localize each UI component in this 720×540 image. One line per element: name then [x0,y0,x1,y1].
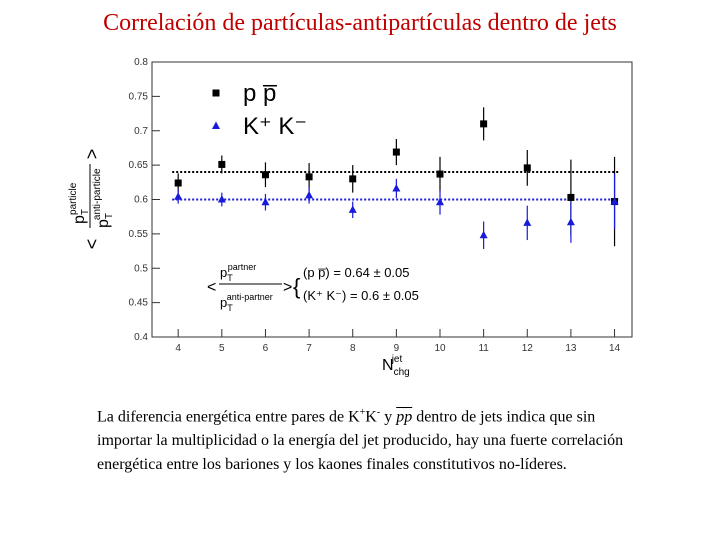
x-tick-label: 8 [350,343,356,354]
y-den-sup: anti-particle [92,168,103,220]
y-tick-label: 0.55 [129,229,149,240]
data-point [305,173,313,181]
data-point [217,195,226,203]
caption-sup: + [359,407,366,418]
y-label-num: pTparticle [68,182,91,224]
y-tick-label: 0.4 [134,332,148,343]
y-num-sub: T [80,209,91,215]
ann-line1: (p p̅) = 0.64 ± 0.05 [303,265,410,280]
x-label-sup: jet [391,354,403,365]
ann-brace: { [293,274,300,299]
y-label-den: pTanti-particle [92,168,115,228]
data-point [261,197,270,206]
y-tick-label: 0.75 [129,91,149,102]
ann-line2: (K⁺ K⁻) = 0.6 ± 0.05 [303,288,419,303]
y-num-p: p [71,215,88,224]
x-tick-label: 13 [565,343,577,354]
x-tick-label: 9 [394,343,400,354]
ann-num-sup: partner [228,262,257,272]
data-point [392,148,400,156]
data-point [174,179,182,187]
x-tick-label: 11 [478,343,489,354]
data-point [261,171,269,179]
ann-num: pTpartner [220,262,256,283]
data-point [349,175,357,183]
x-label-sub: chg [394,367,410,378]
y-label-close: > [82,149,102,160]
data-point [218,160,226,168]
data-point [523,164,531,172]
caption-text: y [380,408,397,426]
legend-label: K⁺ K⁻ [243,113,307,140]
data-point [523,218,532,226]
caption-text: dentro de jets indica que sin importar l… [97,408,624,474]
ann-den-p: p [220,295,227,310]
chart-title: Correlación de partículas-antipartículas… [103,10,617,36]
ann-open: < [207,279,216,296]
y-tick-label: 0.5 [134,263,148,274]
x-tick-label: 4 [175,343,181,354]
y-tick-label: 0.8 [134,57,148,68]
caption-sup: - [376,407,381,418]
annotation: < pTpartner pTanti-partner > { (p p̅) = … [207,262,419,313]
x-tick-label: 6 [263,343,269,354]
y-den-sub: T [104,213,115,219]
data-point [348,205,357,213]
ann-den-sub: T [227,303,233,313]
data-point [436,197,444,206]
legend-marker [212,121,220,129]
ann-num-sub: T [227,273,233,283]
y-den-p: p [95,219,112,228]
caption-pp: pp [396,408,413,426]
data-point [610,197,619,205]
y-tick-label: 0.45 [129,298,149,309]
chart: Correlación de partículas-antipartículas… [68,10,633,378]
data-point [392,184,401,192]
legend-marker [212,89,220,97]
x-tick-label: 12 [522,343,534,354]
y-tick-label: 0.6 [134,195,148,206]
ann-num-p: p [220,265,227,280]
legend-label: p p̅ [243,80,277,107]
y-label-open: < [82,239,102,250]
data-point [567,193,575,201]
data-point [305,190,314,199]
x-label-main: N [382,357,394,374]
data-point [566,217,575,226]
y-tick-label: 0.65 [129,160,149,171]
data-point [479,230,488,239]
ann-close: > [283,279,292,296]
ann-den-sup: anti-partner [227,292,273,302]
caption-text: K [365,408,377,426]
x-tick-label: 5 [219,343,225,354]
caption-text: La diferencia energética entre pares de … [97,408,360,426]
x-axis-label: Nchg jet [382,354,410,378]
ann-den: pTanti-partner [220,292,273,313]
data-point [436,170,444,178]
y-tick-label: 0.7 [134,126,148,137]
y-num-sup: particle [68,182,79,215]
data-point [480,120,488,128]
x-tick-label: 7 [306,343,312,354]
x-tick-label: 14 [609,343,621,354]
data-point [174,192,183,200]
caption: La diferencia energética entre pares de … [97,401,637,477]
y-axis-label: < pTparticle pTanti-particle > [68,149,115,250]
x-tick-label: 10 [434,343,446,354]
